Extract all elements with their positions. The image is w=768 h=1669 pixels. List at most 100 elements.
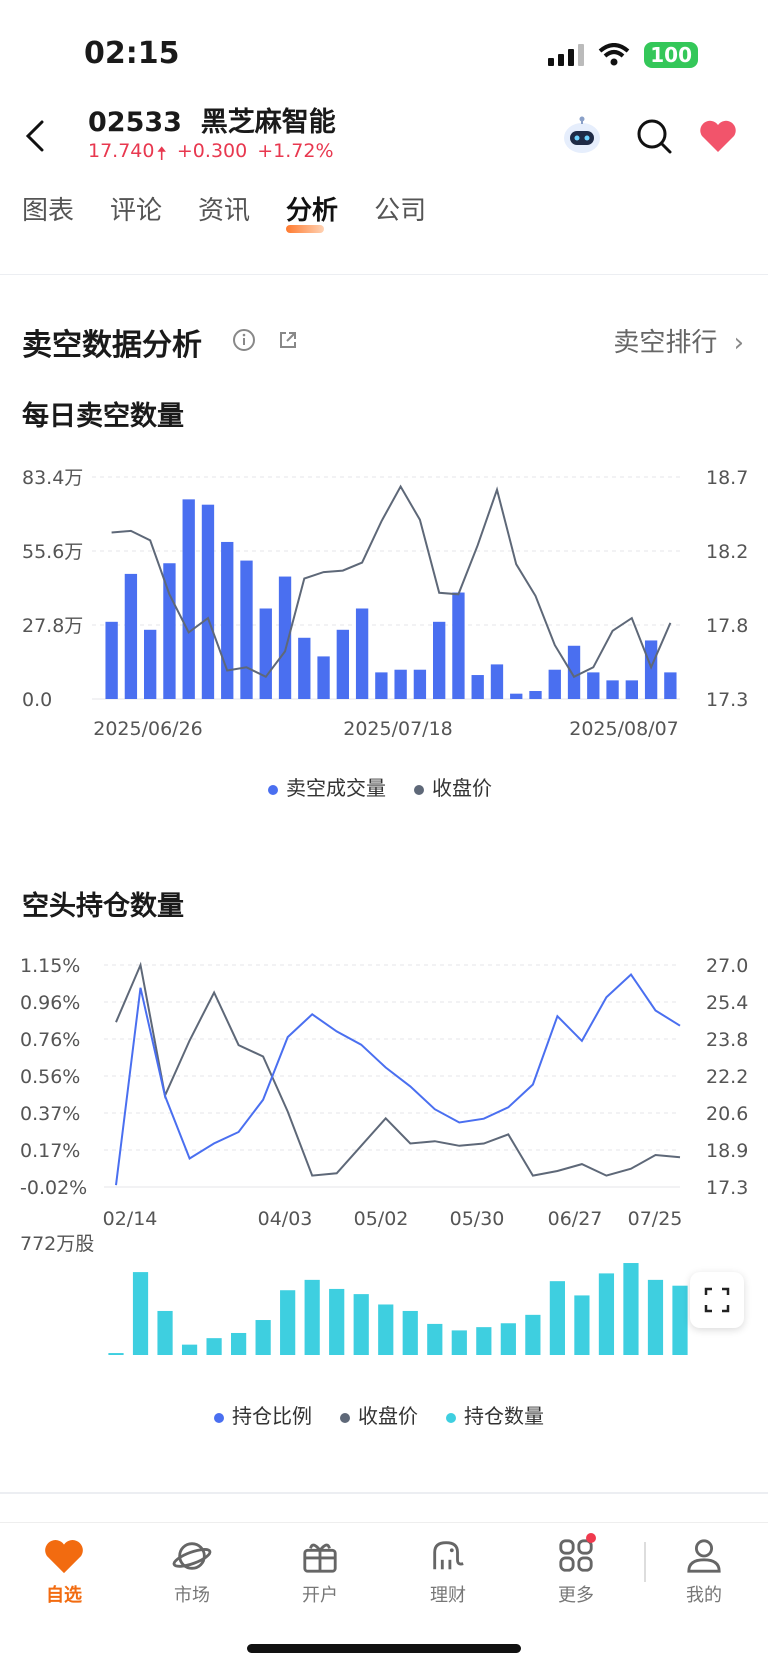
stock-code: 02533 <box>88 107 182 138</box>
legend-item-close-price: 收盘价 <box>340 1400 418 1429</box>
stock-change: +0.300 <box>176 140 248 162</box>
nav-more[interactable]: 更多 <box>512 1523 640 1669</box>
position-quantity-bar <box>329 1288 345 1355</box>
position-quantity-bar <box>132 1272 149 1355</box>
x-tick-label: 2025/06/26 <box>93 718 203 740</box>
tab-analysis[interactable]: 分析 <box>286 190 338 233</box>
short-volume-bar <box>144 629 157 699</box>
tab-company[interactable]: 公司 <box>374 196 427 226</box>
battery-indicator: 100 <box>644 42 698 68</box>
y-right-tick-label: 18.2 <box>706 541 748 563</box>
short-volume-bar <box>625 680 638 699</box>
y-left-tick-label: 1.15% <box>20 955 80 977</box>
search-icon[interactable] <box>632 114 676 158</box>
y-left-tick-label: 0.96% <box>20 992 80 1014</box>
legend-label: 持仓比例 <box>232 1404 312 1428</box>
home-indicator <box>247 1644 521 1653</box>
short-volume-bar <box>452 592 465 699</box>
tab-chart[interactable]: 图表 <box>22 196 75 226</box>
position-quantity-bar <box>451 1330 467 1355</box>
stock-price: 17.740 <box>88 140 155 162</box>
position-quantity-bar <box>672 1285 688 1355</box>
y-left-tick-label: 0.0 <box>22 689 52 711</box>
legend-label: 收盘价 <box>358 1404 418 1428</box>
short-volume-bar <box>433 621 446 699</box>
position-quantity-bar <box>476 1327 492 1355</box>
fullscreen-button[interactable] <box>690 1272 744 1328</box>
position-quantity-bar <box>304 1279 320 1355</box>
nav-label: 我的 <box>686 1585 722 1606</box>
section-title: 卖空数据分析 <box>22 328 202 363</box>
planet-icon <box>172 1542 212 1570</box>
nav-label: 开户 <box>302 1585 338 1606</box>
legend-item-close-price: 收盘价 <box>414 772 492 801</box>
y-left-tick-label: 27.8万 <box>22 615 83 637</box>
y-left-tick-label: 0.56% <box>20 1066 80 1088</box>
y-left-tick-label: -0.02% <box>20 1177 87 1199</box>
position-ratio-line <box>115 972 681 1186</box>
short-volume-bar <box>182 499 195 699</box>
up-arrow-icon: 🠅 <box>156 143 167 165</box>
short-volume-bar <box>298 637 311 699</box>
y-right-tick-label: 18.9 <box>706 1140 748 1162</box>
short-volume-bar <box>163 563 176 699</box>
legend-label: 持仓数量 <box>464 1404 544 1428</box>
x-tick-label: 2025/08/07 <box>569 718 679 740</box>
x-tick-label: 07/25 <box>628 1208 683 1230</box>
robot-assistant-icon[interactable] <box>560 114 604 158</box>
info-icon[interactable] <box>232 328 256 352</box>
nav-watchlist[interactable]: 自选 <box>0 1523 128 1669</box>
short-volume-bar <box>259 608 272 699</box>
short-volume-bar <box>375 672 388 699</box>
close-price-line <box>115 961 681 1177</box>
nav-open-account[interactable]: 开户 <box>256 1523 384 1669</box>
position-quantity-bar <box>525 1314 541 1355</box>
y-left-tick-label: 0.76% <box>20 1029 80 1051</box>
stock-title: 02533 黑芝麻智能 <box>88 100 336 139</box>
short-volume-bar <box>201 504 215 699</box>
nav-separator <box>644 1542 646 1582</box>
legend-label: 收盘价 <box>432 776 492 800</box>
back-icon[interactable] <box>18 118 54 154</box>
nav-market[interactable]: 市场 <box>128 1523 256 1669</box>
x-tick-label: 04/03 <box>258 1208 313 1230</box>
short-position-title: 空头持仓数量 <box>22 891 184 922</box>
short-volume-bar <box>664 672 677 699</box>
nav-wealth[interactable]: 理财 <box>384 1523 512 1669</box>
short-ranking-label: 卖空排行 <box>613 328 718 358</box>
legend-item-position-quantity: 持仓数量 <box>446 1400 544 1429</box>
share-icon[interactable] <box>276 328 300 352</box>
position-quantity-bar <box>378 1304 394 1355</box>
nav-profile[interactable]: 我的 <box>640 1523 768 1669</box>
tabs-divider <box>0 274 768 275</box>
tab-news[interactable]: 资讯 <box>198 196 251 226</box>
legend-item-position-ratio: 持仓比例 <box>214 1400 312 1429</box>
short-volume-bar <box>587 672 600 699</box>
y-left-tick-label: 83.4万 <box>22 467 83 489</box>
tab-comments[interactable]: 评论 <box>110 196 163 226</box>
position-quantity-bar <box>574 1295 590 1355</box>
short-volume-bar <box>529 691 542 699</box>
short-volume-bar <box>413 669 427 699</box>
y-left-tick-label: 0.17% <box>20 1140 80 1162</box>
short-volume-bar <box>394 669 407 699</box>
short-volume-bar <box>490 664 504 699</box>
x-tick-label: 05/30 <box>450 1208 505 1230</box>
notification-dot <box>586 1533 596 1543</box>
short-volume-bar <box>240 560 253 699</box>
signal-icon <box>548 44 585 66</box>
position-quantity-bar <box>402 1310 418 1355</box>
position-quantity-bar <box>647 1279 664 1355</box>
y-left-tick-label: 55.6万 <box>22 541 83 563</box>
nav-label: 自选 <box>46 1585 82 1606</box>
tab-bar: 图表 评论 资讯 分析 公司 <box>22 190 427 233</box>
nav-label: 理财 <box>430 1585 466 1606</box>
position-quantity-bar <box>598 1273 615 1355</box>
short-volume-bar <box>471 675 484 699</box>
position-quantity-bar <box>108 1353 124 1355</box>
favorite-heart-icon[interactable] <box>696 114 740 158</box>
short-volume-bar <box>124 573 138 699</box>
short-volume-bar <box>105 621 118 699</box>
short-ranking-link[interactable]: 卖空排行 › <box>613 322 744 359</box>
position-quantity-bar <box>500 1323 516 1355</box>
